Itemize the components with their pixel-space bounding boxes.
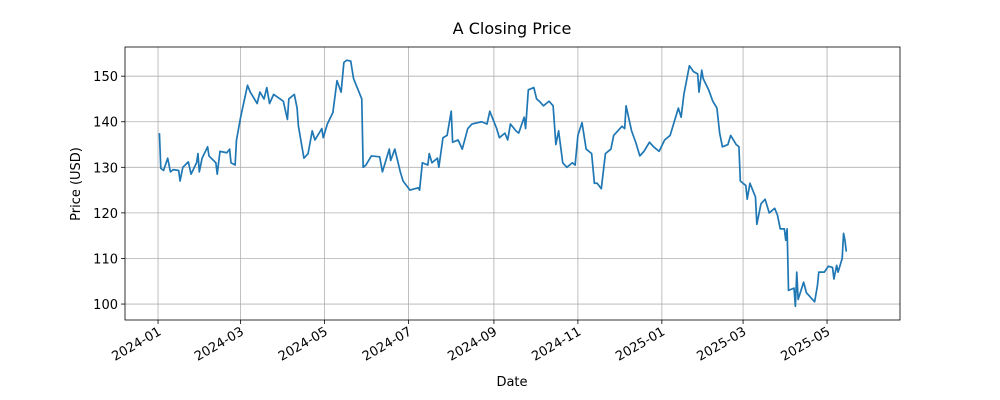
x-tick-label: 2024-05 (276, 324, 331, 364)
x-tick-label: 2024-07 (360, 324, 415, 364)
plot-frame (124, 46, 901, 321)
x-tick-label: 2025-05 (778, 324, 833, 364)
y-axis-label: Price (USD) (69, 147, 84, 221)
x-tick-label: 2024-01 (109, 324, 164, 364)
y-tick-label: 150 (93, 70, 118, 85)
y-tick-label: 130 (93, 161, 118, 176)
x-tick-label: 2025-01 (613, 324, 668, 364)
x-tick-label: 2024-09 (445, 324, 500, 364)
x-tick-label: 2025-03 (695, 324, 750, 364)
chart-title: A Closing Price (453, 19, 572, 38)
y-tick-label: 140 (93, 116, 118, 131)
x-tick-label: 2024-03 (192, 324, 247, 364)
grid (125, 47, 900, 320)
plot (158, 59, 848, 308)
y-tick-label: 100 (93, 298, 118, 313)
y-tick-label: 120 (93, 207, 118, 222)
y-tick-label: 110 (93, 252, 118, 267)
x-tick-label: 2024-11 (529, 324, 584, 364)
x-axis-label: Date (496, 375, 527, 390)
price-line (158, 59, 848, 308)
